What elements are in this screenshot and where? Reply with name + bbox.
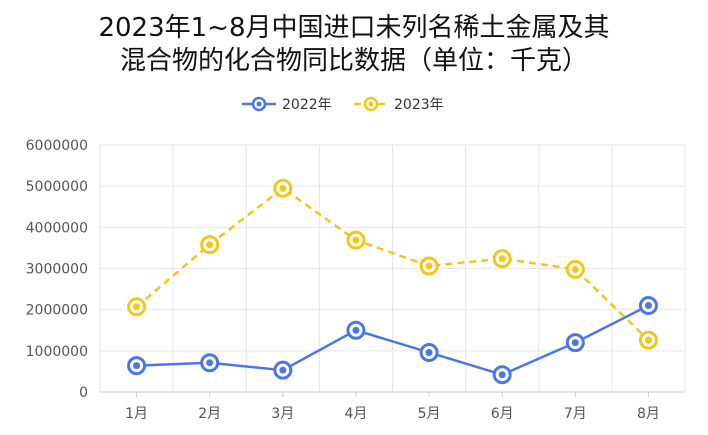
data-point-center (133, 362, 141, 370)
legend-marker-center (368, 101, 374, 107)
data-point-center (644, 336, 652, 344)
data-point-center (425, 262, 433, 270)
data-point-center (206, 359, 214, 367)
data-point-center (425, 348, 433, 356)
x-tick-label: 1月 (125, 406, 148, 422)
y-tick-label: 1000000 (26, 344, 88, 360)
data-point-center (571, 339, 579, 347)
series-line-2 (135, 186, 650, 342)
legend-item: 2022年 (242, 96, 332, 113)
data-point-center (352, 326, 360, 334)
data-point-center (498, 255, 506, 263)
chart-title-line-1: 2023年1~8月中国进口未列名稀土金属及其 (98, 13, 610, 43)
data-point-center (279, 184, 287, 192)
y-tick-label: 0 (79, 385, 88, 401)
data-point-center (206, 241, 214, 249)
chart-title-line-2: 混合物的化合物同比数据（单位：千克） (119, 46, 588, 76)
data-point-center (644, 302, 652, 310)
x-tick-label: 2月 (198, 406, 221, 422)
legend-label: 2023年 (394, 97, 444, 113)
y-tick-label: 5000000 (26, 179, 88, 195)
legend-marker-center (256, 101, 262, 107)
x-tick-label: 5月 (418, 406, 441, 422)
data-point-center (498, 371, 506, 379)
y-tick-label: 2000000 (26, 303, 88, 319)
legend-item: 2023年 (354, 96, 444, 113)
data-point-center (352, 236, 360, 244)
x-tick-label: 6月 (491, 406, 514, 422)
y-tick-label: 3000000 (26, 262, 88, 278)
x-tick-label: 3月 (271, 406, 294, 422)
series-line-1 (136, 304, 650, 376)
data-point-center (133, 303, 141, 311)
x-tick-label: 4月 (344, 406, 367, 422)
data-point-center (279, 366, 287, 374)
legend-label: 2022年 (282, 97, 332, 113)
x-tick-label: 7月 (564, 406, 587, 422)
y-tick-label: 6000000 (26, 138, 88, 154)
data-point-center (571, 265, 579, 273)
y-tick-label: 4000000 (26, 220, 88, 236)
x-tick-label: 8月 (637, 406, 660, 422)
